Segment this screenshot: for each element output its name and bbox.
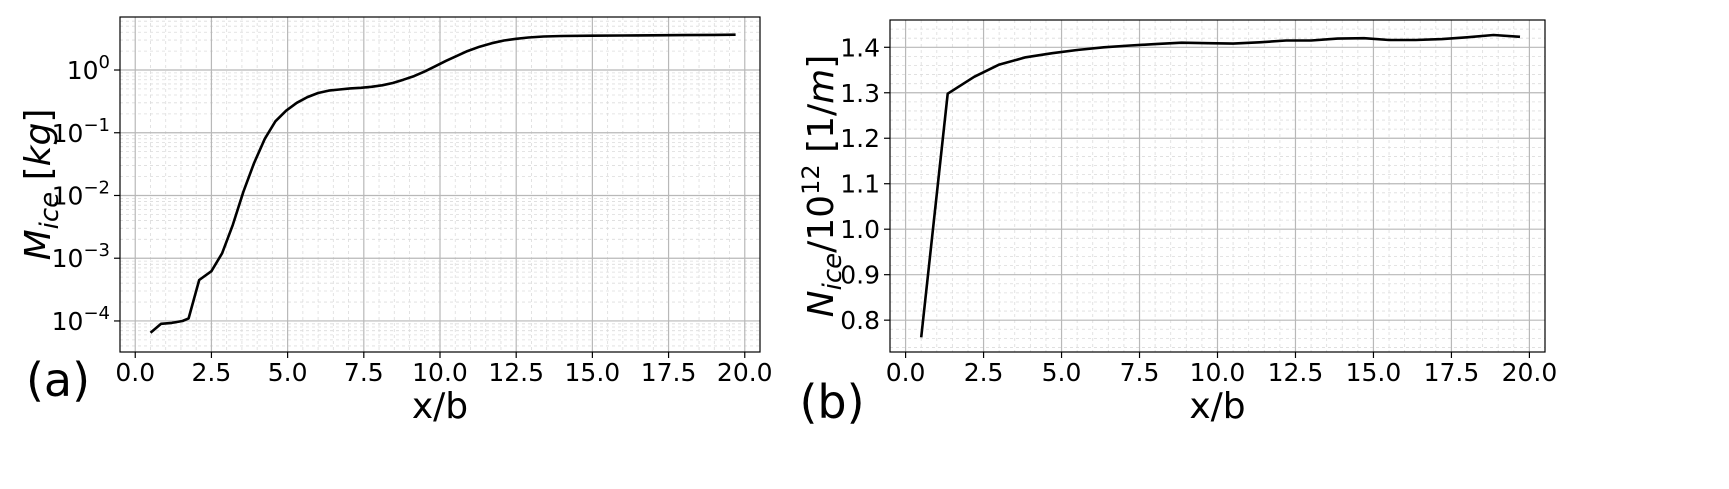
chart-panel-a: 0.0 2.5 5.0 7.5 10.0 12.5 15.0 17.5 20.0 10−4 10−3… <box>18 16 773 427</box>
data-line <box>149 33 736 334</box>
x-axis-label: x/b <box>412 386 468 427</box>
y-tick-label: 10−1 <box>52 115 110 148</box>
y-tick-label: 10−2 <box>52 177 110 210</box>
x-tick-label: 7.5 <box>344 358 384 387</box>
x-tick-label: 12.5 <box>1268 358 1324 387</box>
x-tick-label: 20.0 <box>717 358 773 387</box>
minor-grid <box>890 19 1545 352</box>
x-tick-label: 20.0 <box>1502 358 1558 387</box>
y-tick-label: 10−3 <box>52 240 110 273</box>
x-tick-label: 10.0 <box>1190 358 1246 387</box>
chart-panel-b: 0.0 2.5 5.0 7.5 10.0 12.5 15.0 17.5 20.0 0.8 0.9 1.… <box>797 19 1558 429</box>
x-axis-label: x/b <box>1189 386 1245 427</box>
x-tick-label: 2.5 <box>192 358 232 387</box>
x-tick-label: 15.0 <box>565 358 621 387</box>
x-tick-label: 0.0 <box>886 358 926 387</box>
y-tick-label: 0.9 <box>840 261 880 290</box>
x-tick-label: 5.0 <box>268 358 308 387</box>
y-tick-label: 100 <box>67 52 110 85</box>
x-tick-label: 15.0 <box>1346 358 1402 387</box>
y-tick-label: 10−4 <box>52 303 110 336</box>
data-line <box>919 33 1521 338</box>
y-tick-label: 0.8 <box>840 306 880 335</box>
panel-label: (a) <box>26 353 90 407</box>
x-tick-label: 5.0 <box>1042 358 1082 387</box>
x-tick-label: 17.5 <box>641 358 697 387</box>
y-tick-label: 1.2 <box>840 124 880 153</box>
y-tick-label: 1.1 <box>840 170 880 199</box>
y-tick-label: 1.0 <box>840 215 880 244</box>
panel-label: (b) <box>799 375 864 429</box>
major-grid <box>120 17 760 352</box>
y-axis-label: Mice [kg] <box>18 109 65 261</box>
x-tick-label: 0.0 <box>115 358 155 387</box>
y-axis-label: Nice/1012 [1/m] <box>797 55 848 318</box>
x-tick-label: 17.5 <box>1424 358 1480 387</box>
x-tick-label: 12.5 <box>488 358 544 387</box>
y-tick-label: 1.4 <box>840 33 880 62</box>
y-tick-label: 1.3 <box>840 79 880 108</box>
x-tick-label: 7.5 <box>1120 358 1160 387</box>
x-tick-label: 2.5 <box>964 358 1004 387</box>
major-grid <box>890 20 1545 352</box>
x-tick-label: 10.0 <box>412 358 468 387</box>
